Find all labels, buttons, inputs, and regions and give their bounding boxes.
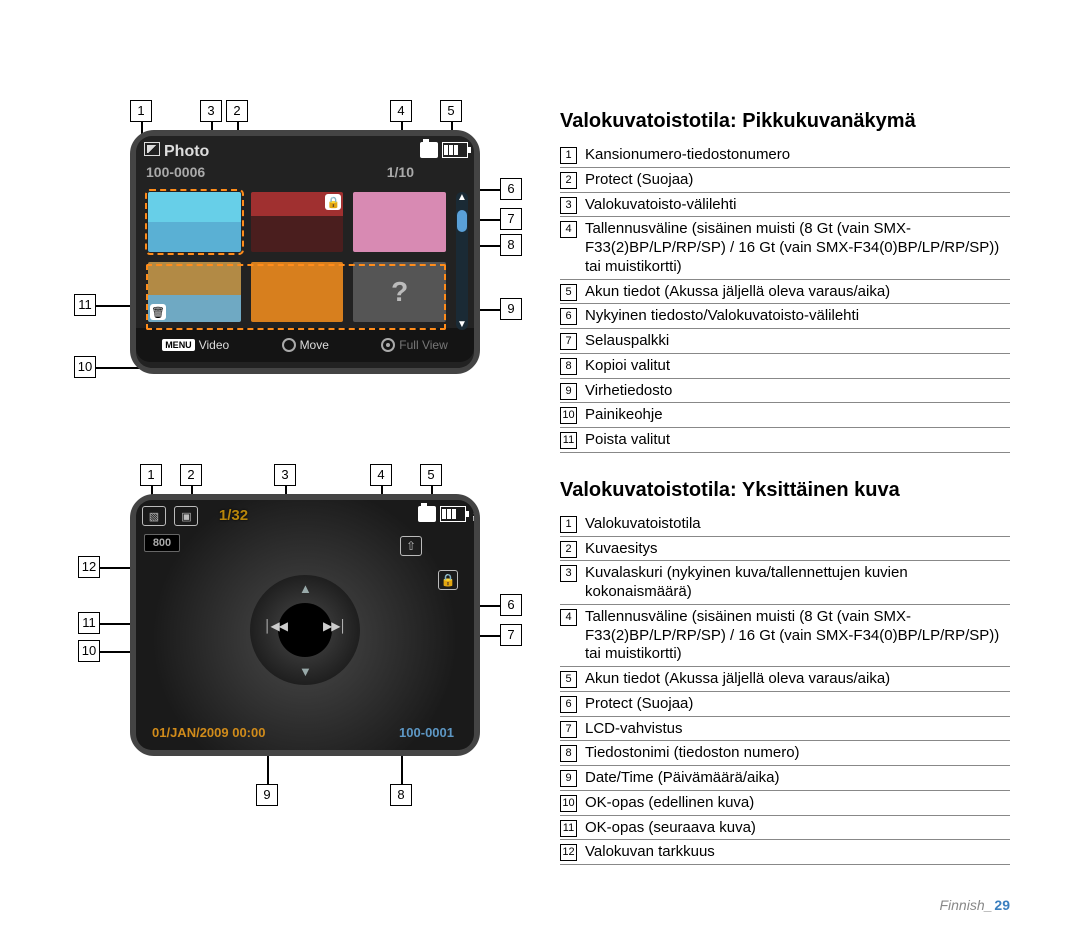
legend-item: Protect (Suojaa): [585, 695, 1010, 714]
slideshow-icon[interactable]: ▣: [174, 506, 198, 526]
next-image-button[interactable]: ▶▶│: [323, 619, 346, 633]
footer-language: Finnish: [939, 897, 984, 913]
photo-mode-icon: ▧: [142, 506, 166, 526]
legend-column: Valokuvatoistotila: Pikkukuvanäkymä 1Kan…: [560, 100, 1010, 865]
legend-item: LCD-vahvistus: [585, 720, 1010, 739]
photo-tab-label: Photo: [164, 143, 209, 160]
legend-item: Kuvalaskuri (nykyinen kuva/tallennettuje…: [585, 564, 1010, 602]
legend-item: Tiedostonimi (tiedoston numero): [585, 744, 1010, 763]
storage-media-icon: [418, 506, 436, 522]
legend-item: Selauspalkki: [585, 332, 1010, 351]
full-view-hint: Full View: [381, 338, 447, 352]
section-1: Valokuvatoistotila: Pikkukuvanäkymä 1Kan…: [560, 110, 1010, 453]
ok-dial[interactable]: ▲ ▼ │◀◀ ▶▶│: [250, 575, 360, 685]
legend-item: Valokuvatoistotila: [585, 515, 1010, 534]
legend-item: Tallennusväline (sisäinen muisti (8 Gt (…: [585, 608, 1010, 664]
file-name: 100-0001: [399, 725, 454, 740]
section-1-title: Valokuvatoistotila: Pikkukuvanäkymä: [560, 110, 1010, 133]
legend-item: Virhetiedosto: [585, 382, 1010, 401]
section-2-title: Valokuvatoistotila: Yksittäinen kuva: [560, 479, 1010, 502]
diagrams-column: 1 3 2 4 5 6 7 8 9 11 10: [70, 100, 530, 865]
single-view-diagram: 1 2 3 4 5 12 11 10 6 7 9 8: [70, 464, 530, 836]
thumbnail-view-diagram: 1 3 2 4 5 6 7 8 9 11 10: [70, 100, 530, 454]
legend-item: Kopioi valitut: [585, 357, 1010, 376]
legend-list-2: 1Valokuvatoistotila 2Kuvaesitys 3Kuvalas…: [560, 512, 1010, 865]
page-footer: Finnish_29: [939, 897, 1010, 913]
legend-item: Akun tiedot (Akussa jäljellä oleva varau…: [585, 283, 1010, 302]
legend-item: Poista valitut: [585, 431, 1010, 450]
legend-item: Nykyinen tiedosto/Valokuvatoisto-välileh…: [585, 307, 1010, 326]
move-hint: Move: [282, 338, 329, 352]
legend-item: Valokuvatoisto-välilehti: [585, 196, 1010, 215]
legend-item: Protect (Suojaa): [585, 171, 1010, 190]
battery-indicator: 120 MIN: [442, 142, 468, 158]
photo-tab[interactable]: Photo: [144, 142, 209, 161]
lock-icon: 🔒: [325, 194, 341, 210]
protect-icon: 🔒: [438, 570, 458, 590]
legend-item: Kansionumero-tiedostonumero: [585, 146, 1010, 165]
thumbnail-mode-camera-screen: Photo 100-0006 1/10 120 MIN: [130, 130, 480, 374]
thumbnail-2[interactable]: 🔒: [251, 192, 344, 252]
resolution-indicator: 800: [144, 534, 180, 552]
thumbnail-3[interactable]: [353, 192, 446, 252]
selection-copy-box: [146, 264, 446, 330]
image-counter: 1/32: [213, 507, 254, 524]
menu-video-hint: MENU Video: [162, 338, 229, 352]
legend-item: Kuvaesitys: [585, 540, 1010, 559]
thumbnail-1[interactable]: [148, 192, 241, 252]
folder-file-number: 100-0006: [146, 164, 205, 180]
legend-item: Painikeohje: [585, 406, 1010, 425]
legend-item: OK-opas (edellinen kuva): [585, 794, 1010, 813]
footer-guide: MENU Video Move Full View: [136, 328, 474, 362]
scroll-bar[interactable]: ▲ ▼: [456, 192, 468, 330]
single-photo-camera-screen: ▧ ▣ 1/32 120 MIN 800 ⇧ 🔒: [130, 494, 480, 756]
storage-media-icon: [420, 142, 438, 158]
section-2: Valokuvatoistotila: Yksittäinen kuva 1Va…: [560, 479, 1010, 865]
legend-item: Akun tiedot (Akussa jäljellä oleva varau…: [585, 670, 1010, 689]
file-page-indicator: 1/10: [387, 164, 414, 180]
legend-item: OK-opas (seuraava kuva): [585, 819, 1010, 838]
lcd-enhance-icon[interactable]: ⇧: [400, 536, 422, 556]
date-time: 01/JAN/2009 00:00: [152, 725, 265, 740]
legend-item: Tallennusväline (sisäinen muisti (8 Gt (…: [585, 220, 1010, 276]
footer-page-number: 29: [994, 897, 1010, 913]
prev-image-button[interactable]: │◀◀: [264, 619, 287, 633]
legend-list-1: 1Kansionumero-tiedostonumero 2Protect (S…: [560, 143, 1010, 453]
battery-indicator: 120 MIN: [440, 506, 466, 522]
legend-item: Date/Time (Päivämäärä/aika): [585, 769, 1010, 788]
legend-item: Valokuvan tarkkuus: [585, 843, 1010, 862]
